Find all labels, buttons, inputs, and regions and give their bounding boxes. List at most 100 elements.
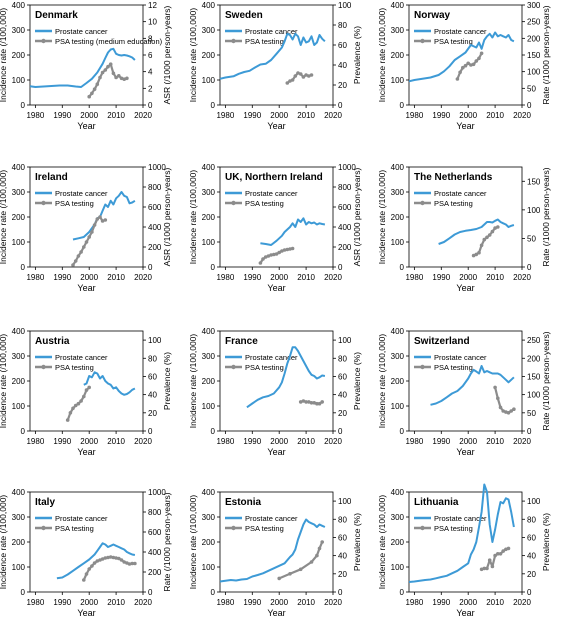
y-axis-label: Incidence rate (/100,000) — [188, 170, 198, 265]
psa-testing-point — [92, 87, 97, 91]
y-tick-label: 400 — [12, 1, 26, 10]
y2-tick-label: 80 — [338, 515, 347, 524]
psa-testing-point — [82, 578, 86, 582]
y2-tick-label: 60 — [338, 41, 347, 50]
x-tick-label: 2020 — [324, 437, 342, 446]
psa-testing-point — [114, 556, 118, 560]
y2-tick-label: 60 — [338, 533, 347, 542]
x-tick-label: 1980 — [216, 437, 234, 446]
legend-label-psa: PSA testing — [245, 199, 284, 208]
y-tick-label: 100 — [202, 563, 216, 572]
y2-tick-label: 100 — [527, 68, 541, 77]
y2-tick-label: 400 — [148, 548, 162, 557]
psa-testing-point — [119, 558, 124, 562]
chart-title: Switzerland — [414, 336, 470, 347]
psa-testing-point — [130, 561, 134, 566]
y2-axis-label: Prevalence (%) — [352, 26, 362, 84]
y2-tick-label: 1000 — [148, 163, 166, 172]
psa-testing-point — [477, 56, 481, 61]
psa-testing-point — [98, 215, 102, 219]
x-tick-label: 2000 — [270, 273, 288, 282]
psa-testing-point — [95, 82, 100, 86]
psa-testing-point — [122, 77, 126, 81]
x-axis-label: Year — [267, 447, 285, 457]
x-tick-label: 1990 — [432, 437, 450, 446]
y2-tick-label: 150 — [527, 51, 541, 60]
x-tick-label: 1980 — [26, 111, 44, 120]
y-tick-label: 400 — [391, 327, 405, 336]
psa-testing-point — [506, 546, 511, 551]
psa-testing-point — [485, 566, 489, 571]
y2-tick-label: 300 — [527, 1, 541, 10]
legend-marker-psa — [231, 38, 236, 44]
psa-testing-point — [477, 250, 481, 255]
psa-testing-point — [471, 253, 476, 258]
psa-testing-point — [315, 553, 319, 558]
y-tick-label: 300 — [202, 352, 216, 361]
chart-panel-5: 0 100 200 300 400 0 200 400 600 800 1000 1980 1990 20… — [188, 163, 362, 293]
x-tick-label: 2000 — [80, 437, 98, 446]
x-tick-label: 2020 — [134, 437, 152, 446]
psa-testing-point — [103, 218, 108, 222]
psa-testing-point — [493, 553, 497, 558]
y-tick-label: 0 — [21, 101, 26, 110]
y-tick-label: 200 — [391, 213, 405, 222]
x-tick-label: 2020 — [324, 273, 342, 282]
y2-tick-label: 200 — [148, 243, 162, 252]
psa-testing-point — [309, 560, 314, 564]
y-tick-label: 200 — [391, 377, 405, 386]
psa-testing-point — [82, 245, 86, 249]
y-tick-label: 0 — [211, 263, 216, 272]
y2-axis-label: Prevalence (%) — [541, 513, 551, 571]
y2-tick-label: 100 — [338, 497, 352, 506]
x-tick-label: 2020 — [324, 598, 342, 607]
x-tick-label: 2010 — [107, 111, 125, 120]
y2-tick-label: 200 — [527, 34, 541, 43]
y-tick-label: 100 — [202, 402, 216, 411]
y-tick-label: 100 — [391, 563, 405, 572]
y2-tick-label: 0 — [338, 101, 343, 110]
legend-marker-psa — [420, 364, 425, 370]
psa-testing-point — [471, 62, 476, 67]
psa-testing-point — [277, 576, 282, 581]
legend-marker-psa — [231, 200, 236, 206]
x-axis-label: Year — [456, 121, 474, 131]
psa-testing-point — [309, 73, 314, 77]
x-tick-label: 1980 — [26, 598, 44, 607]
y2-tick-label: 100 — [148, 336, 162, 345]
y2-tick-label: 600 — [338, 203, 352, 212]
psa-testing-point — [122, 560, 126, 564]
psa-testing-point — [84, 572, 89, 576]
chart-panel-2: 0 100 200 300 400 0 20 40 60 80 100 1980 1990 2000 201… — [188, 1, 362, 131]
y-tick-label: 100 — [12, 563, 26, 572]
y2-tick-label: 250 — [527, 18, 541, 27]
psa-testing-point — [501, 549, 506, 553]
chart-title: Sweden — [225, 10, 263, 21]
psa-testing-point — [466, 61, 471, 66]
y-tick-label: 300 — [391, 188, 405, 197]
legend-label-psa: PSA testing — [434, 37, 473, 46]
y2-tick-label: 100 — [527, 497, 541, 506]
y-tick-label: 0 — [211, 427, 216, 436]
y2-tick-label: 200 — [527, 354, 541, 363]
x-tick-label: 1990 — [53, 273, 71, 282]
psa-testing-point — [509, 409, 513, 413]
psa-testing-point — [293, 74, 298, 78]
chart-panel-7: 0 100 200 300 400 0 20 40 60 80 100 1980 1990 2000 201… — [0, 327, 172, 457]
y-tick-label: 100 — [391, 76, 405, 85]
psa-testing-point — [87, 235, 91, 239]
psa-testing-point — [114, 75, 118, 80]
chart-title: Ireland — [35, 172, 68, 183]
y-tick-label: 0 — [400, 263, 405, 272]
psa-testing-point — [133, 561, 137, 566]
psa-testing-point — [498, 405, 503, 410]
x-axis-label: Year — [77, 608, 95, 618]
y-tick-label: 100 — [202, 238, 216, 247]
y-tick-label: 300 — [12, 352, 26, 361]
psa-testing-point — [506, 411, 511, 415]
y-tick-label: 0 — [21, 427, 26, 436]
y2-tick-label: 150 — [527, 372, 541, 381]
psa-testing-point — [479, 51, 484, 56]
prostate-cancer-line — [260, 217, 326, 246]
x-tick-label: 1990 — [432, 273, 450, 282]
